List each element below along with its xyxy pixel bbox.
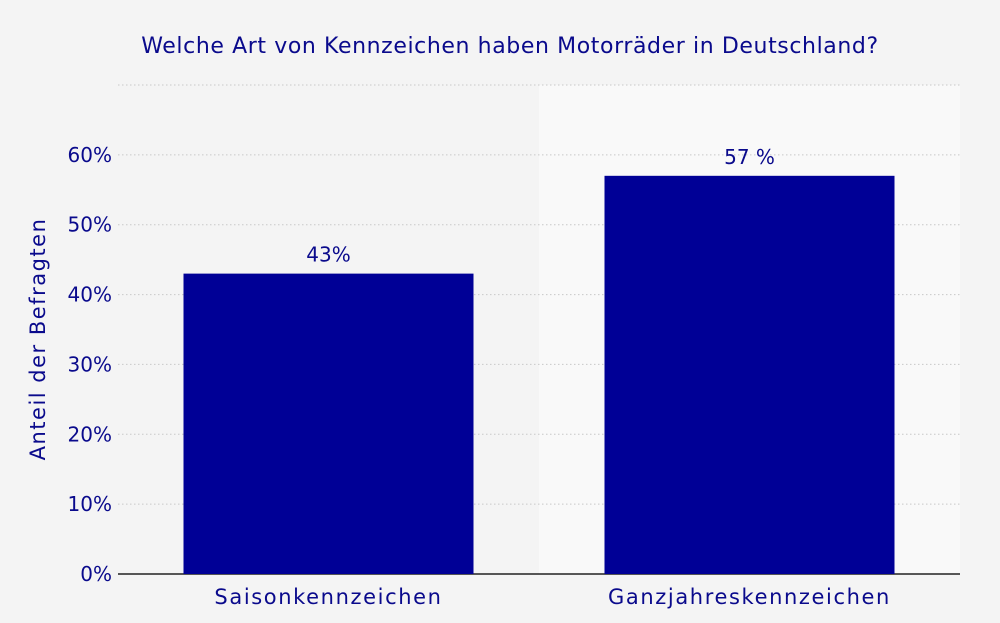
bar-ganzjahreskennzeichen — [604, 175, 895, 575]
y-axis-label: Anteil der Befragten — [26, 218, 50, 461]
x-tick-label: Saisonkennzeichen — [214, 585, 442, 609]
bar-value-label: 57 % — [724, 145, 775, 169]
y-tick-label: 50% — [68, 213, 112, 237]
bar-layer — [183, 175, 895, 575]
bar-saisonkennzeichen — [183, 273, 474, 574]
x-tick-label: Ganzjahreskennzeichen — [608, 585, 891, 609]
y-tick-label: 10% — [68, 492, 112, 516]
label-layer: 0% 10% 20% 30% 40% 50% 60% 43% Saisonkennzeichen… — [68, 143, 891, 609]
y-tick-label: 60% — [68, 143, 112, 167]
y-tick-label: 0% — [80, 562, 112, 586]
y-tick-label: 30% — [68, 352, 112, 376]
chart-title: Welche Art von Kennzeichen haben Motorrä… — [141, 34, 879, 59]
y-tick-label: 40% — [68, 283, 112, 307]
y-tick-label: 20% — [68, 422, 112, 446]
bar-value-label: 43% — [306, 243, 350, 267]
